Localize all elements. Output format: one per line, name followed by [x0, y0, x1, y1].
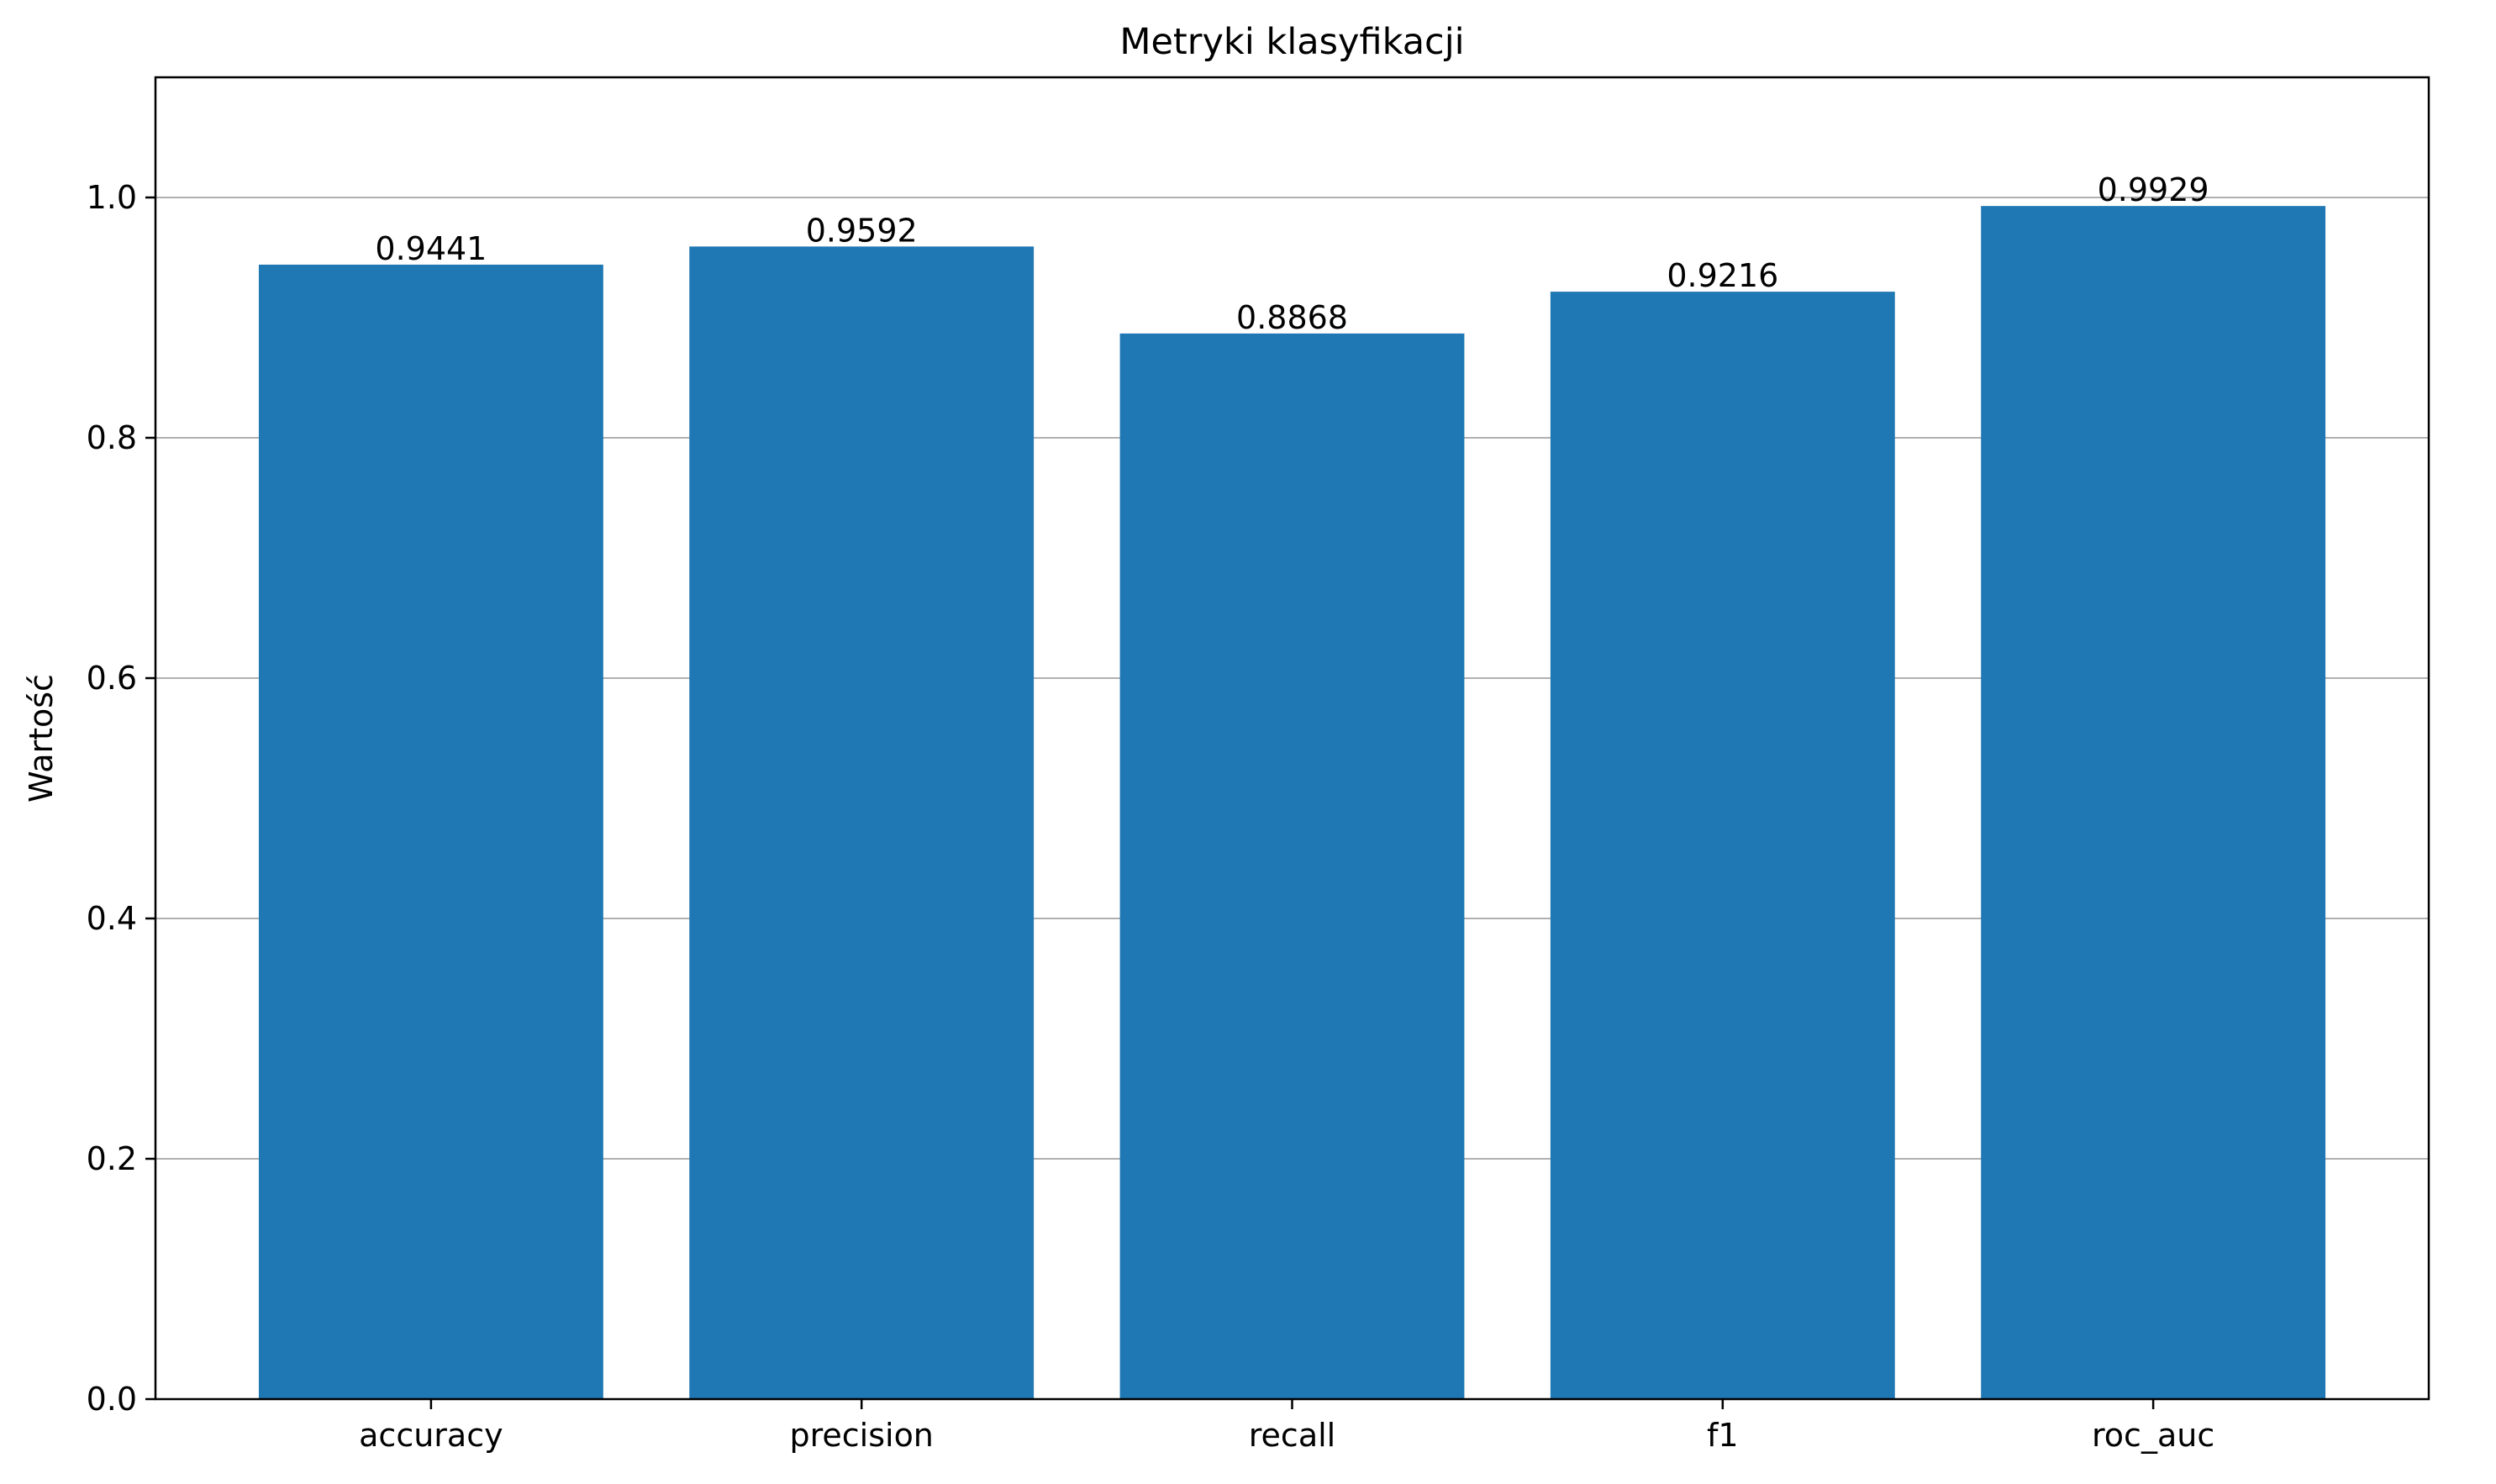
data-label: 0.9929	[2098, 171, 2209, 208]
x-tick-label: precision	[789, 1417, 933, 1454]
y-tick-label: 1.0	[87, 179, 137, 216]
bars	[258, 206, 2326, 1400]
x-tick-label: accuracy	[359, 1417, 503, 1454]
bar-roc_auc	[1981, 206, 2326, 1400]
bar-precision	[689, 246, 1035, 1399]
data-label: 0.9216	[1667, 257, 1778, 294]
bar-f1	[1550, 292, 1895, 1399]
data-label: 0.9441	[375, 230, 487, 267]
y-tick-label: 0.2	[87, 1140, 137, 1177]
data-labels: 0.9441 0.9592 0.8868 0.9216 0.9929	[375, 171, 2209, 336]
y-tick-label: 0.0	[87, 1381, 137, 1418]
y-axis-label: Wartość	[23, 674, 60, 803]
y-tick-label: 0.4	[87, 900, 137, 937]
data-label: 0.9592	[806, 212, 918, 249]
y-tick-label: 0.8	[87, 419, 137, 456]
x-tick-label: roc_auc	[2092, 1417, 2214, 1454]
x-tick-label: recall	[1249, 1417, 1335, 1454]
data-label: 0.8868	[1236, 299, 1348, 336]
bar-recall	[1119, 333, 1465, 1400]
x-tick-label: f1	[1707, 1417, 1739, 1454]
y-tick-label: 0.6	[87, 660, 137, 697]
bar-accuracy	[258, 264, 603, 1399]
chart-title: Metryki klasyfikacji	[1119, 21, 1464, 63]
axis-ticks: 0.0 0.2 0.4 0.6 0.8 1.0 accuracy precision recal…	[87, 179, 2215, 1454]
